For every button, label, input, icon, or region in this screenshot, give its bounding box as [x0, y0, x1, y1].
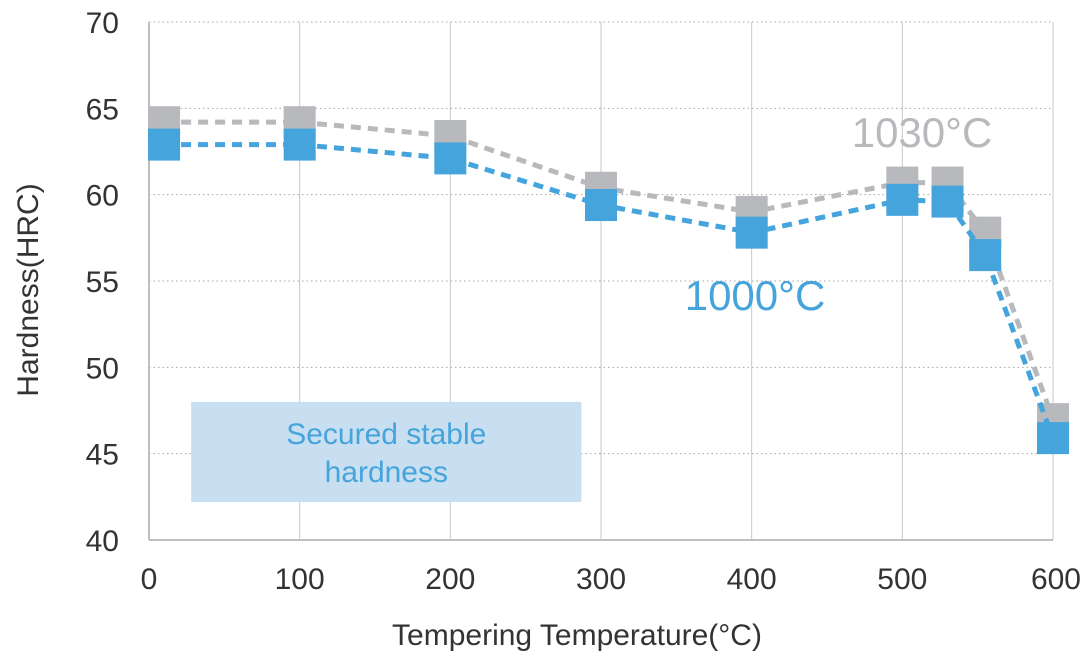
y-tick-label: 70 — [86, 7, 119, 40]
series-1 — [148, 128, 1069, 455]
series-label-1030: 1030°C — [852, 109, 993, 156]
annotation-text-line2: hardness — [325, 456, 448, 489]
data-point-marker — [969, 239, 1002, 272]
annotation-box: Secured stable hardness — [191, 401, 582, 503]
data-point-marker — [735, 216, 768, 249]
x-tick-label: 500 — [877, 563, 927, 596]
data-point-marker — [585, 189, 617, 222]
data-point-marker — [886, 183, 919, 216]
y-tick-label: 40 — [86, 525, 119, 558]
data-point-marker — [148, 128, 181, 161]
x-tick-label: 0 — [141, 563, 158, 596]
data-point-marker — [931, 185, 964, 218]
series — [148, 106, 1069, 455]
annotation-text-line1: Secured stable — [286, 418, 486, 451]
y-tick-label: 60 — [86, 180, 119, 213]
y-tick-label: 65 — [86, 93, 119, 126]
x-axis-title: Tempering Temperature(°C) — [392, 619, 762, 652]
x-tick-label: 400 — [727, 563, 777, 596]
x-tick-label: 600 — [1031, 563, 1081, 596]
x-tick-label: 300 — [576, 563, 626, 596]
data-point-marker — [434, 142, 467, 175]
tick-labels: 40 45 50 55 60 65 70 0 100 200 300 400 500 600 — [86, 7, 1081, 596]
data-point-marker — [283, 128, 316, 161]
series-label-1000: 1000°C — [685, 272, 826, 319]
x-tick-label: 100 — [275, 563, 325, 596]
series-line — [164, 119, 1056, 420]
y-tick-label: 45 — [86, 439, 119, 472]
y-axis-title: Hardness(HRC) — [12, 183, 45, 396]
y-tick-label: 55 — [86, 266, 119, 299]
x-tick-label: 200 — [425, 563, 475, 596]
annotation-rect — [191, 401, 582, 503]
data-point-marker — [1037, 422, 1069, 455]
y-tick-label: 50 — [86, 352, 119, 385]
